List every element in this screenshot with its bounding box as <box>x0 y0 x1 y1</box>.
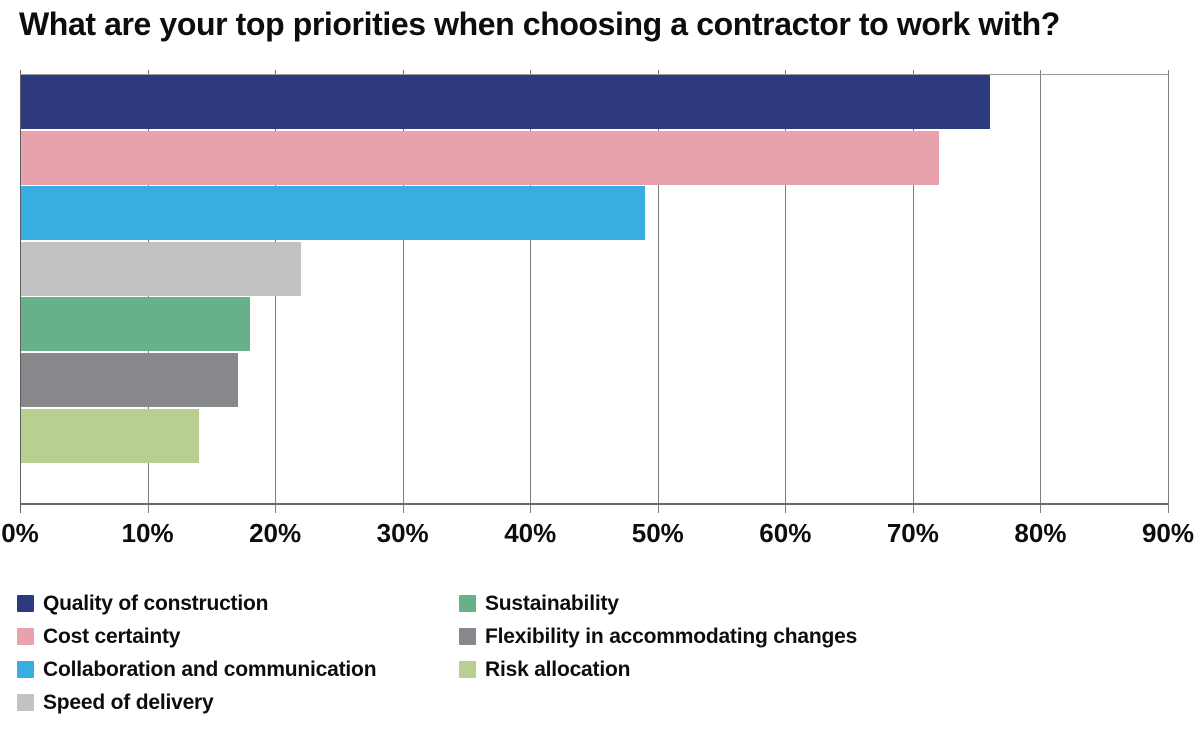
x-tick-label: 0% <box>1 518 39 548</box>
x-tick-label: 40% <box>504 518 557 548</box>
x-tick-label: 60% <box>759 518 812 548</box>
x-axis-line <box>20 503 1169 505</box>
x-tick-label: 10% <box>121 518 174 548</box>
legend-column-2: Sustainability Flexibility in accommodati… <box>459 587 857 686</box>
gridline <box>912 70 914 513</box>
legend-label: Flexibility in accommodating changes <box>485 624 858 648</box>
gridline <box>1040 70 1042 513</box>
legend-swatch <box>17 595 34 612</box>
x-tick-label: 50% <box>631 518 684 548</box>
legend-swatch <box>459 595 476 612</box>
gridline <box>657 70 659 513</box>
gridline <box>530 70 532 513</box>
x-axis: 0% 10% 20% 30% 40% 50% 60% 70% 80% 90% <box>1 518 1194 550</box>
chart-title: What are your top priorities when choosi… <box>19 6 1060 42</box>
bars <box>21 75 1168 464</box>
gridline <box>20 70 21 513</box>
legend-item: Flexibility in accommodating changes <box>459 620 857 653</box>
legend-swatch <box>17 694 34 711</box>
bar <box>21 241 302 296</box>
plot-top-border <box>20 74 1169 75</box>
bar <box>21 408 200 463</box>
legend-item: Quality of construction <box>17 587 376 620</box>
legend-item: Cost certainty <box>17 620 376 653</box>
x-tick-label: 80% <box>1014 518 1067 548</box>
x-tick-label: 30% <box>376 518 429 548</box>
gridline <box>785 70 787 513</box>
bar <box>21 297 251 352</box>
legend-item: Risk allocation <box>459 653 857 686</box>
bar <box>21 352 238 407</box>
legend-column-1: Quality of construction Cost certainty Col… <box>17 587 377 719</box>
bar <box>21 130 939 185</box>
gridline <box>1168 70 1169 513</box>
legend-label: Quality of construction <box>43 591 269 615</box>
legend-swatch <box>17 628 34 645</box>
x-tick-label: 90% <box>1141 518 1195 548</box>
legend-label: Sustainability <box>485 591 619 615</box>
legend-label: Cost certainty <box>43 624 181 648</box>
gridline <box>402 70 404 513</box>
bar <box>21 186 646 241</box>
legend-label: Collaboration and communication <box>43 657 377 681</box>
legend-swatch <box>459 661 476 678</box>
legend-swatch <box>459 628 476 645</box>
legend-swatch <box>17 661 34 678</box>
legend-item: Speed of delivery <box>17 686 376 719</box>
legend-label: Speed of delivery <box>43 690 214 714</box>
legend-label: Risk allocation <box>485 657 631 681</box>
legend: Quality of construction Cost certainty Col… <box>0 587 1200 727</box>
x-tick-label: 70% <box>886 518 939 548</box>
legend-item: Sustainability <box>459 587 857 620</box>
bar <box>21 75 990 129</box>
x-tick-label: 20% <box>249 518 302 548</box>
legend-item: Collaboration and communication <box>17 653 377 686</box>
